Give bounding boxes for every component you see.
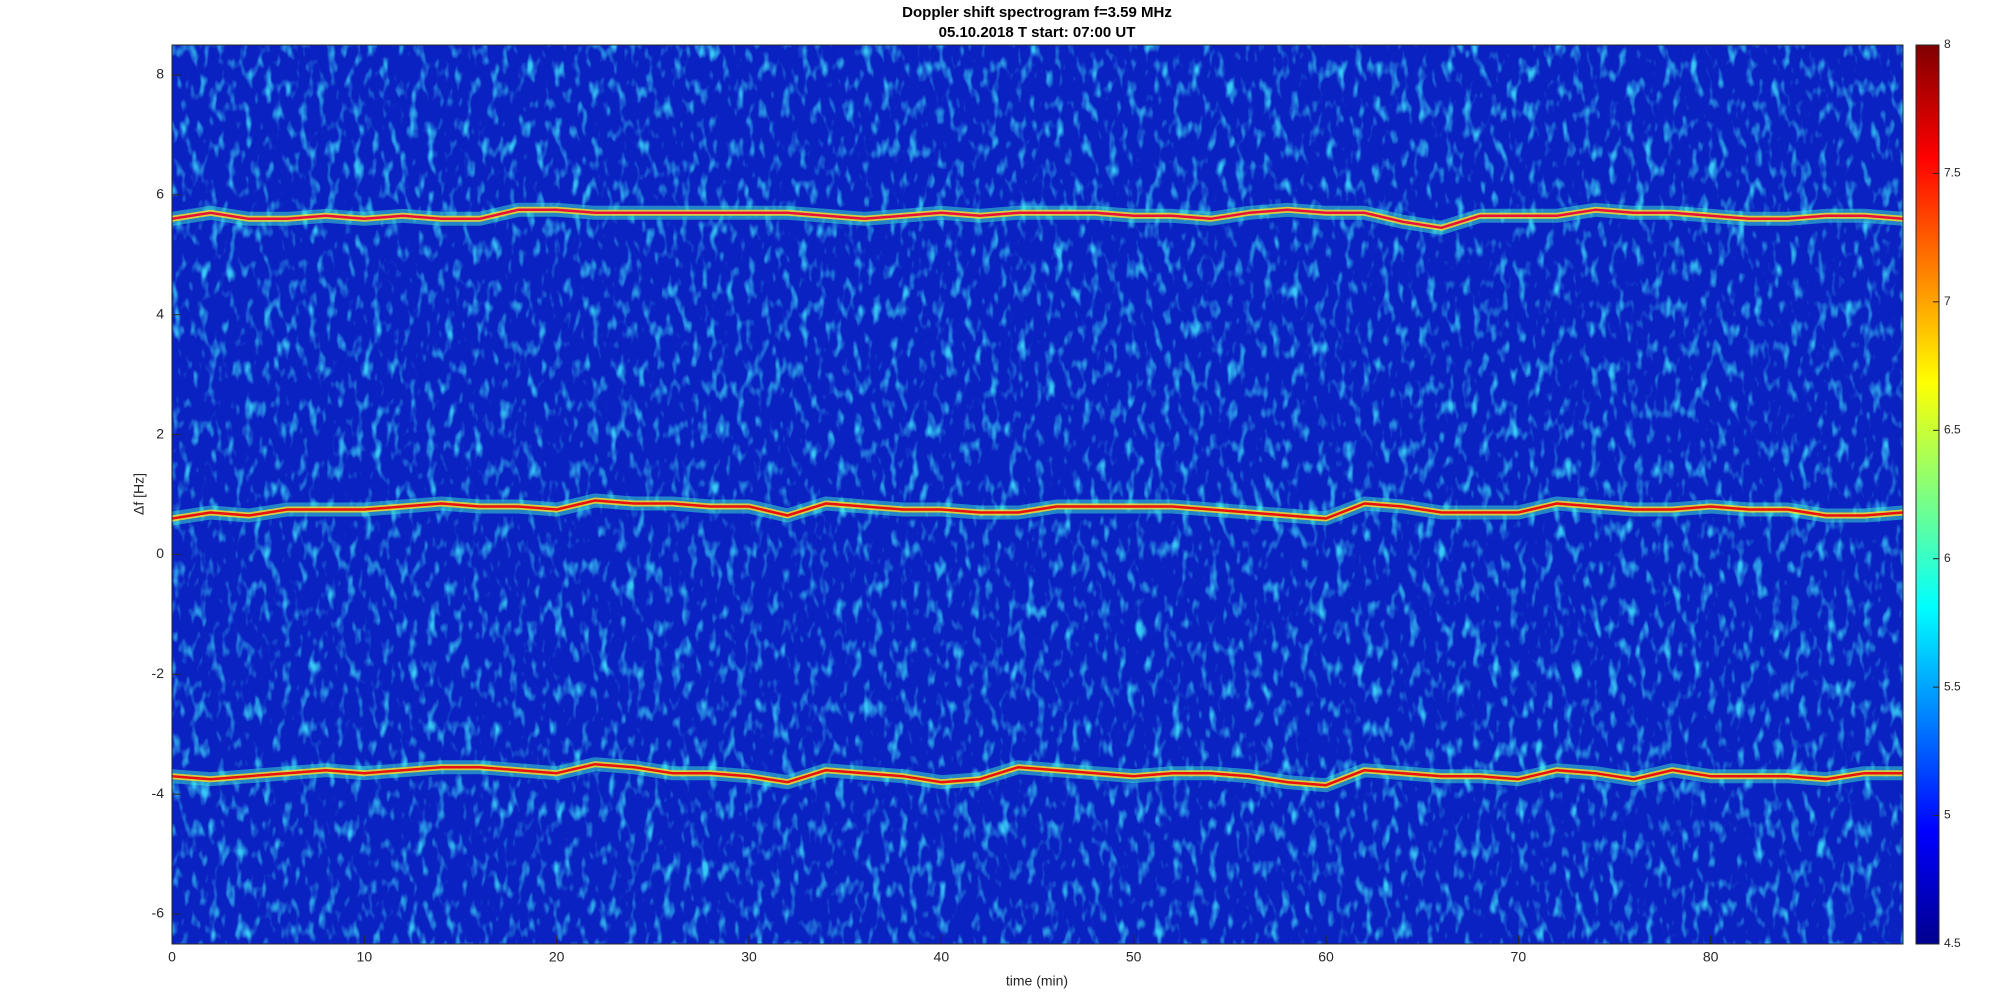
x-tick-label: 60 [1318, 949, 1334, 965]
trace [172, 499, 1903, 520]
colorbar [1915, 44, 1940, 945]
y-tick-label: 6 [156, 186, 164, 202]
x-tick-label: 70 [1511, 949, 1527, 965]
x-axis-label: time (min) [1006, 973, 1068, 989]
colorbar-tick-label: 6.5 [1944, 422, 1961, 436]
plot-frame [171, 44, 1904, 945]
colorbar-tick-label: 5.5 [1944, 679, 1961, 693]
x-tick-label: 10 [357, 949, 373, 965]
colorbar-tick-label: 6 [1944, 551, 1951, 565]
x-tick-label: 0 [168, 949, 176, 965]
noise-texture [172, 45, 1903, 944]
chart-subtitle: 05.10.2018 T start: 07:00 UT [939, 24, 1136, 41]
x-tick-label: 40 [934, 949, 950, 965]
x-tick-label: 30 [741, 949, 757, 965]
y-tick-label: -4 [152, 785, 165, 801]
traces [172, 202, 1903, 793]
colorbar-tick-label: 5 [1944, 808, 1951, 822]
colorbar-tick-label: 7.5 [1944, 166, 1961, 180]
x-tick-label: 80 [1703, 949, 1719, 965]
y-tick-label: 4 [156, 305, 164, 321]
colorbar-tick-label: 7 [1944, 294, 1951, 308]
y-tick-label: 8 [156, 66, 164, 82]
y-tick-label: 2 [156, 425, 164, 441]
y-tick-label: -6 [152, 905, 165, 921]
colorbar-tick-label: 4.5 [1944, 936, 1961, 950]
trace [172, 208, 1903, 230]
y-tick-label: -2 [152, 665, 165, 681]
chart-title: Doppler shift spectrogram f=3.59 MHz [902, 4, 1172, 21]
trace [172, 762, 1903, 787]
y-axis-label: Δf [Hz] [131, 473, 147, 515]
y-tick-label: 0 [156, 545, 164, 561]
x-tick-label: 50 [1126, 949, 1142, 965]
colorbar-tick-label: 8 [1944, 37, 1951, 51]
x-tick-label: 20 [549, 949, 565, 965]
